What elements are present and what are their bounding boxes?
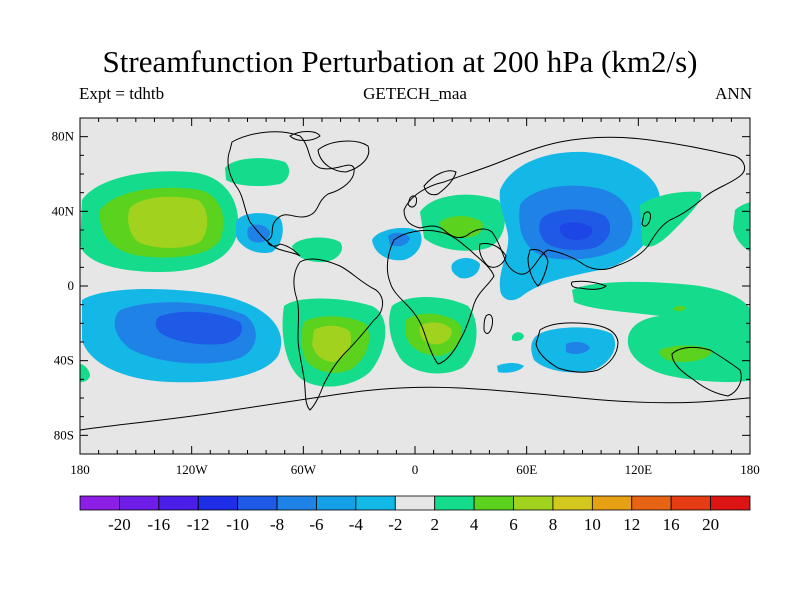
y-tick-label: 80S [54,427,74,442]
colorbar-label: -4 [349,515,364,534]
colorbar-label: -6 [309,515,323,534]
x-tick-label: 120W [176,462,209,477]
coast-australia [535,322,619,373]
experiment-label: Expt = tdhtb [79,84,165,103]
colorbar-label: 8 [549,515,558,534]
x-tick-label: 0 [412,462,419,477]
coast-new-zealand [671,346,742,397]
colorbar-label: -8 [270,515,284,534]
x-tick-label: 60E [516,462,537,477]
colorbar [79,495,751,511]
coast-madagascar [483,313,493,334]
contour-indian-small-pos [512,332,524,341]
colorbar-swatch [197,495,239,511]
colorbar-label: 16 [663,515,680,534]
colorbar-swatch [473,495,514,511]
colorbar-labels: -20 -16 -12 -10 -8 -6 -4 -2 2 4 6 8 10 12 16 20 [108,515,719,534]
colorbar-label: 6 [509,515,518,534]
colorbar-label: -20 [108,515,131,534]
coast-japan [641,211,651,227]
x-tick-label: 60W [291,462,317,477]
contour-se-tiny-pos [674,305,686,312]
colorbar-swatch [355,495,396,511]
colorbar-swatch [434,495,475,511]
x-tick-label: 180 [740,462,760,477]
coast-british-isles [407,195,417,208]
contour-nepacific-pos [640,191,702,247]
colorbar-swatch [552,495,593,511]
colorbar-label: -10 [226,515,249,534]
contour-africa-neg [451,258,480,279]
contour-safrica-high [419,322,452,345]
contour-matlantic-neg-mid [388,232,410,247]
colorbar-swatch [394,495,436,511]
coast-india [527,249,549,287]
coast-eurasia [403,136,746,275]
contour-east-edge-pos [733,202,750,252]
coast-scandinavia [423,170,457,196]
colorbar-swatch [316,495,357,511]
colorbar-label: 4 [470,515,479,534]
coast-antarctica [80,386,750,454]
y-tick-label: 80N [52,129,75,144]
contour-sindian-neg-small [497,363,524,373]
x-tick-label: 180 [70,462,90,477]
coast-arabia [479,243,507,268]
contour-fields [80,151,750,387]
colorbar-swatch [158,495,199,511]
x-tick-label: 120E [625,462,653,477]
coast-south-america [293,258,383,411]
colorbar-swatch [591,495,633,511]
coast-greenland [317,140,370,173]
colorbar-label: 2 [430,515,439,534]
contour-asia-neg-core [559,222,593,240]
coast-north-america [227,131,355,257]
colorbar-label: 20 [702,515,719,534]
contour-npacific-high [128,196,208,248]
colorbar-swatch [119,495,160,511]
season-label: ANN [715,84,752,103]
colorbar-swatch [670,495,711,511]
y-axis-labels: 80N 40N 0 40S 80S [52,129,75,443]
contour-samerica-high [312,325,352,362]
colorbar-label: -16 [147,515,170,534]
coastlines [80,131,750,454]
map-title: Streamfunction Perturbation at 200 hPa (… [102,44,698,79]
coast-arctic-islands [289,131,321,141]
contour-west-edge-pos [80,364,90,382]
colorbar-label: -12 [187,515,210,534]
axis-ticks [79,118,751,454]
coast-indonesia [571,280,607,290]
y-tick-label: 40S [54,353,74,368]
dataset-label: GETECH_maa [363,84,467,103]
colorbar-swatch [710,495,751,511]
colorbar-label: 12 [623,515,640,534]
coast-africa [386,229,495,365]
x-axis-labels: 180 120W 60W 0 60E 120E 180 [70,462,760,477]
colorbar-swatch [631,495,672,511]
colorbar-label: 10 [584,515,601,534]
contour-natlantic-top [225,158,290,187]
contour-sindian-neg-mid [566,341,590,355]
y-tick-label: 40N [52,203,75,218]
y-tick-label: 0 [68,278,75,293]
colorbar-label: -2 [388,515,402,534]
colorbar-swatch [79,495,120,511]
colorbar-swatch [513,495,554,511]
colorbar-swatch [237,495,278,511]
contour-spacific-neg-high [155,311,242,345]
colorbar-swatch [276,495,317,511]
contour-atlantic-mid [292,237,343,263]
